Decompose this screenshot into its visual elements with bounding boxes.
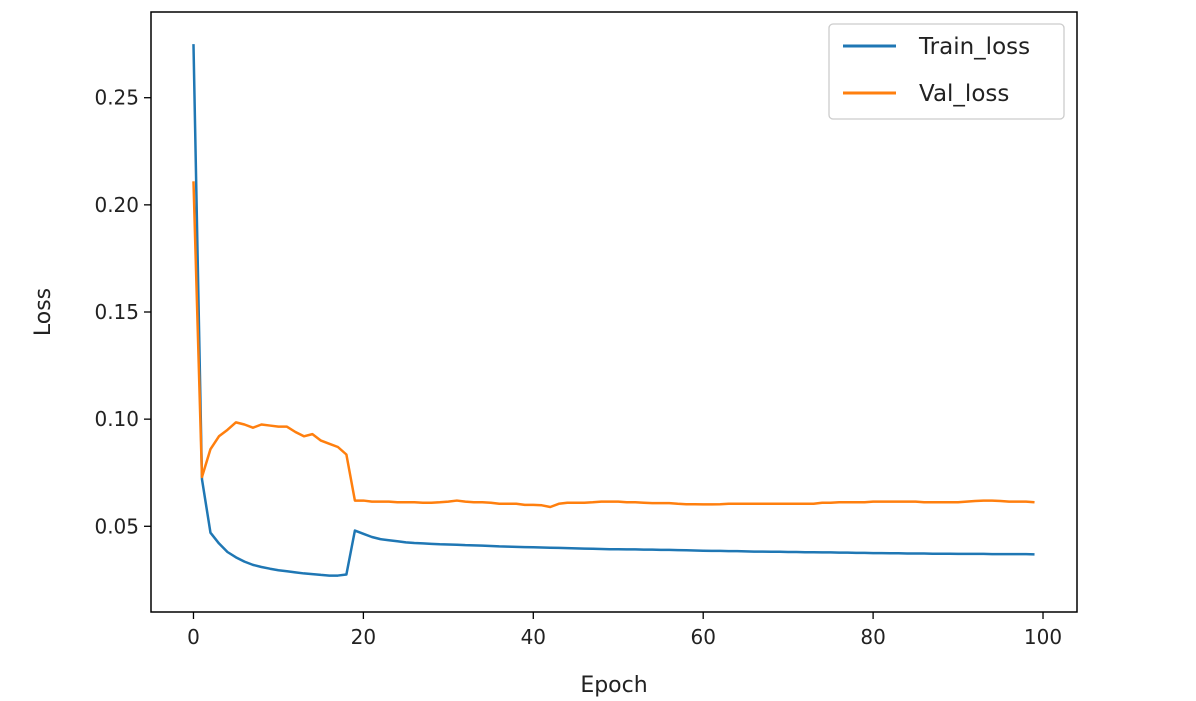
x-axis-label: Epoch (580, 673, 647, 698)
legend-label-val-loss: Val_loss (919, 81, 1009, 107)
series-line-train-loss (192, 44, 1035, 577)
x-tick-label: 100 (1024, 625, 1062, 649)
legend-box (828, 23, 1065, 120)
legend-label-train-loss: Train_loss (918, 34, 1030, 60)
axes: 0 20 40 60 80 100 0.05 0.10 0.15 0.20 0.25 Epoch Los… (31, 11, 1078, 698)
y-tick-label: 0.15 (94, 300, 139, 324)
x-tick-label: 80 (860, 625, 885, 649)
y-tick-label: 0.10 (94, 407, 139, 431)
y-axis-label: Loss (31, 288, 56, 336)
x-tick-label: 0 (187, 625, 200, 649)
legend: Train_loss Val_loss (828, 23, 1065, 120)
x-tick-label: 40 (521, 625, 546, 649)
series-line-val-loss (192, 181, 1035, 509)
y-tick-label: 0.05 (94, 514, 139, 538)
y-tick-label: 0.25 (94, 86, 139, 110)
plot-lines (192, 44, 1035, 577)
x-tick-label: 20 (351, 625, 376, 649)
y-tick-label: 0.20 (94, 193, 139, 217)
x-tick-label: 60 (690, 625, 715, 649)
